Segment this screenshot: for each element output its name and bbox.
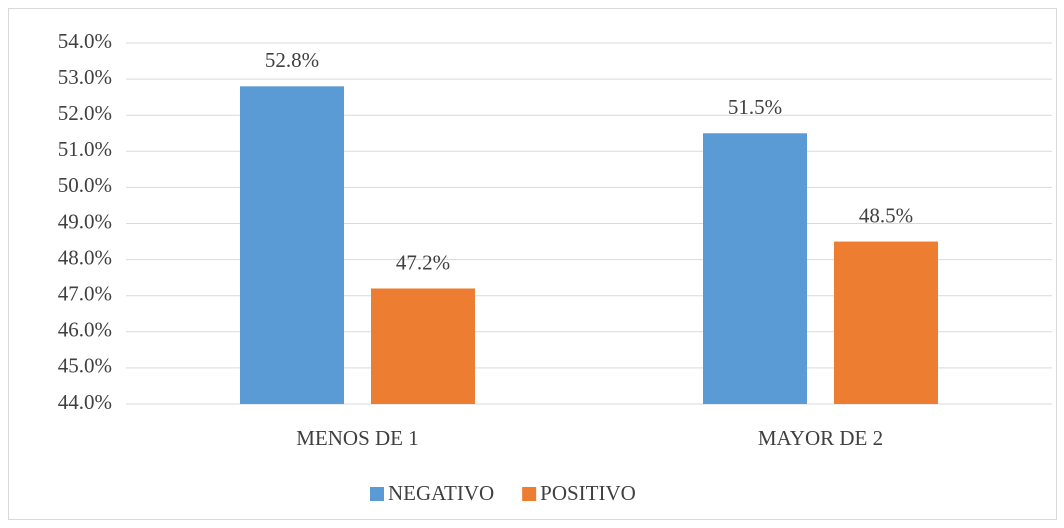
- y-tick-label: 54.0%: [58, 29, 112, 53]
- y-tick-label: 45.0%: [58, 354, 112, 378]
- bar: [834, 241, 938, 404]
- y-tick-label: 50.0%: [58, 173, 112, 197]
- y-tick-label: 49.0%: [58, 209, 112, 233]
- legend-swatch: [522, 487, 537, 501]
- y-tick-label: 53.0%: [58, 65, 112, 89]
- bar: [703, 133, 807, 404]
- x-tick-label: MAYOR DE 2: [758, 426, 883, 450]
- y-tick-label: 52.0%: [58, 101, 112, 125]
- x-tick-label: MENOS DE 1: [296, 426, 419, 450]
- y-tick-label: 46.0%: [58, 318, 112, 342]
- data-label: 47.2%: [396, 250, 450, 274]
- data-label: 51.5%: [728, 95, 782, 119]
- bar: [240, 86, 344, 404]
- data-label: 52.8%: [265, 48, 319, 72]
- legend-swatch: [370, 487, 384, 501]
- bar: [371, 288, 475, 404]
- legend-label: POSITIVO: [540, 481, 636, 505]
- y-tick-label: 44.0%: [58, 390, 112, 414]
- data-label: 48.5%: [859, 203, 913, 227]
- y-tick-label: 48.0%: [58, 245, 112, 269]
- legend-label: NEGATIVO: [388, 481, 494, 505]
- y-tick-label: 47.0%: [58, 282, 112, 306]
- y-tick-label: 51.0%: [58, 137, 112, 161]
